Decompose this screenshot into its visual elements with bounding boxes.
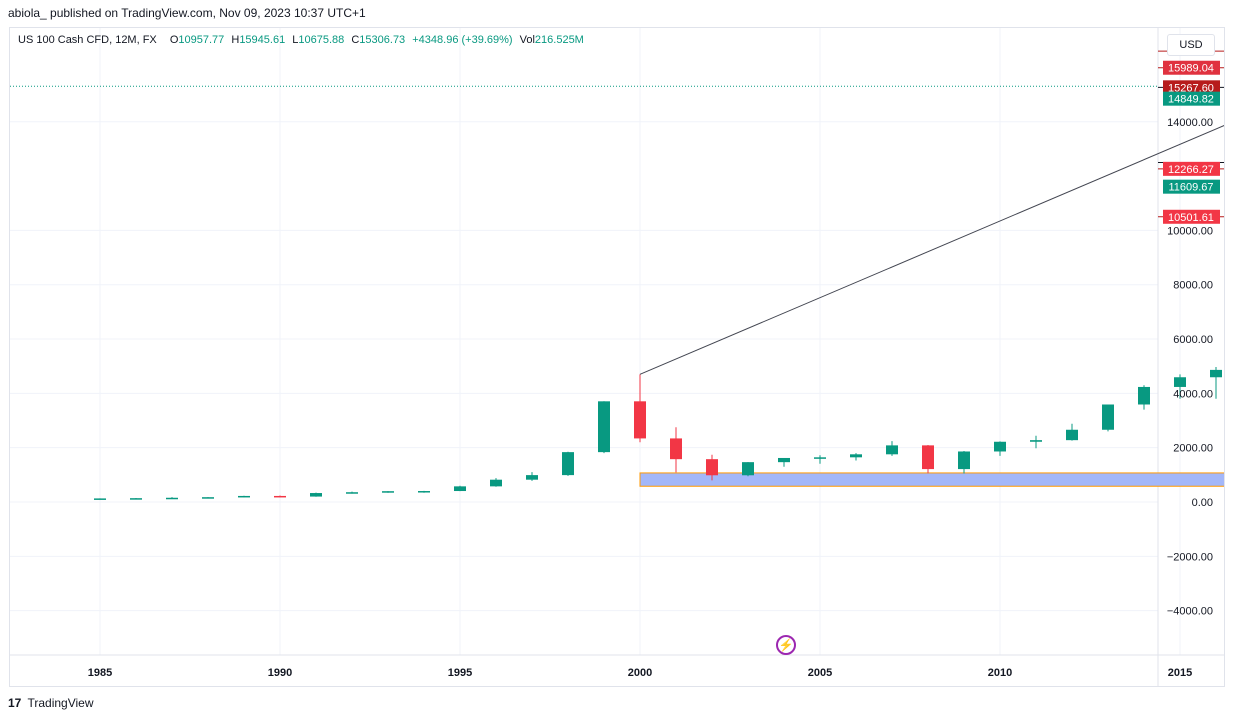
ohlc-legend: US 100 Cash CFD, 12M, FX O10957.77 H1594…: [18, 34, 584, 46]
candle-body: [994, 441, 1006, 452]
candlestick-chart[interactable]: 1985199019952000200520102015202020252030…: [10, 28, 1225, 687]
candle-body: [1138, 386, 1150, 405]
x-tick-label: 2015: [1168, 667, 1192, 679]
x-tick-label: 2000: [628, 667, 652, 679]
x-tick-label: 1990: [268, 667, 292, 679]
candle-body: [922, 445, 934, 470]
candle-body: [490, 479, 502, 487]
price-label: 11609.67: [1168, 182, 1213, 194]
price-label: 14849.82: [1168, 94, 1214, 106]
price-label: 15267.60: [1168, 82, 1214, 94]
candle-body: [526, 475, 538, 480]
y-tick-label: −4000.00: [1167, 606, 1213, 618]
candle-body: [886, 445, 898, 455]
low-label: L: [292, 34, 299, 46]
y-tick-label: 10000.00: [1167, 225, 1213, 237]
candle-body: [634, 401, 646, 439]
y-tick-label: 0.00: [1192, 497, 1213, 509]
high-value: 15945.61: [239, 34, 286, 46]
y-tick-label: −2000.00: [1167, 551, 1213, 563]
candle-body: [562, 452, 574, 476]
y-tick-label: 8000.00: [1173, 280, 1213, 292]
candle-body: [346, 492, 358, 494]
candle-body: [454, 486, 466, 492]
candle-body: [310, 493, 322, 497]
x-tick-label: 1985: [88, 667, 112, 679]
published-by-text: abiola_ published on TradingView.com, No…: [8, 6, 366, 20]
candle-body: [166, 497, 178, 500]
price-label-bg: [1163, 80, 1220, 95]
candle-body: [850, 454, 862, 458]
candle-body: [274, 495, 286, 498]
trendline: [639, 125, 1224, 375]
volume-value: 216.525M: [534, 34, 584, 46]
candle-body: [1174, 377, 1186, 387]
candle-body: [418, 491, 430, 493]
price-label: 10501.61: [1168, 212, 1214, 224]
y-tick-label: 14000.00: [1167, 117, 1213, 129]
high-label: H: [231, 34, 240, 46]
x-tick-label: 2010: [988, 667, 1012, 679]
price-label-bg: [1163, 161, 1220, 176]
price-label-bg: [1163, 60, 1220, 75]
close-value: 15306.73: [359, 34, 406, 46]
open-value: 10957.77: [178, 34, 225, 46]
change-value: +4348.96 (+39.69%): [412, 34, 513, 46]
x-tick-label: 1995: [448, 667, 472, 679]
price-label-bg: [1163, 91, 1220, 106]
price-label-bg: [1163, 209, 1220, 224]
candle-body: [598, 401, 610, 453]
candle-body: [238, 495, 250, 498]
event-lightning-icon[interactable]: ⚡: [776, 635, 796, 655]
price-label: 15989.04: [1168, 63, 1214, 75]
candle-body: [1102, 404, 1114, 430]
candle-body: [1030, 440, 1042, 442]
currency-button[interactable]: USD: [1167, 34, 1215, 56]
open-label: O: [169, 34, 179, 46]
candle-body: [1066, 429, 1078, 441]
price-label-bg: [1163, 179, 1220, 194]
symbol-label[interactable]: US 100 Cash CFD, 12M, FX: [18, 34, 157, 46]
tradingview-logo-icon: 17: [8, 696, 22, 710]
footer-brand[interactable]: 17 TradingView: [8, 696, 94, 710]
y-tick-label: 6000.00: [1173, 334, 1213, 346]
volume-label: Vol: [519, 34, 535, 46]
candle-body: [1210, 369, 1222, 378]
x-tick-label: 2005: [808, 667, 832, 679]
price-label: 12266.27: [1168, 164, 1214, 176]
low-value: 10675.88: [298, 34, 345, 46]
candle-body: [130, 498, 142, 500]
candle-body: [202, 497, 214, 499]
tradingview-brand-text: TradingView: [27, 696, 94, 710]
y-tick-label: 2000.00: [1173, 443, 1213, 455]
candle-body: [382, 491, 394, 493]
candle-body: [814, 457, 826, 459]
top-bar: abiola_ published on TradingView.com, No…: [0, 0, 1234, 26]
candle-body: [778, 457, 790, 463]
candle-body: [958, 451, 970, 470]
candle-body: [670, 438, 682, 460]
chart-frame[interactable]: 1985199019952000200520102015202020252030…: [9, 27, 1225, 687]
y-tick-label: 4000.00: [1173, 388, 1213, 400]
close-label: C: [351, 34, 360, 46]
support-zone-rect: [639, 472, 1224, 487]
candle-body: [742, 462, 754, 476]
candle-body: [94, 498, 106, 500]
candle-body: [706, 459, 718, 476]
